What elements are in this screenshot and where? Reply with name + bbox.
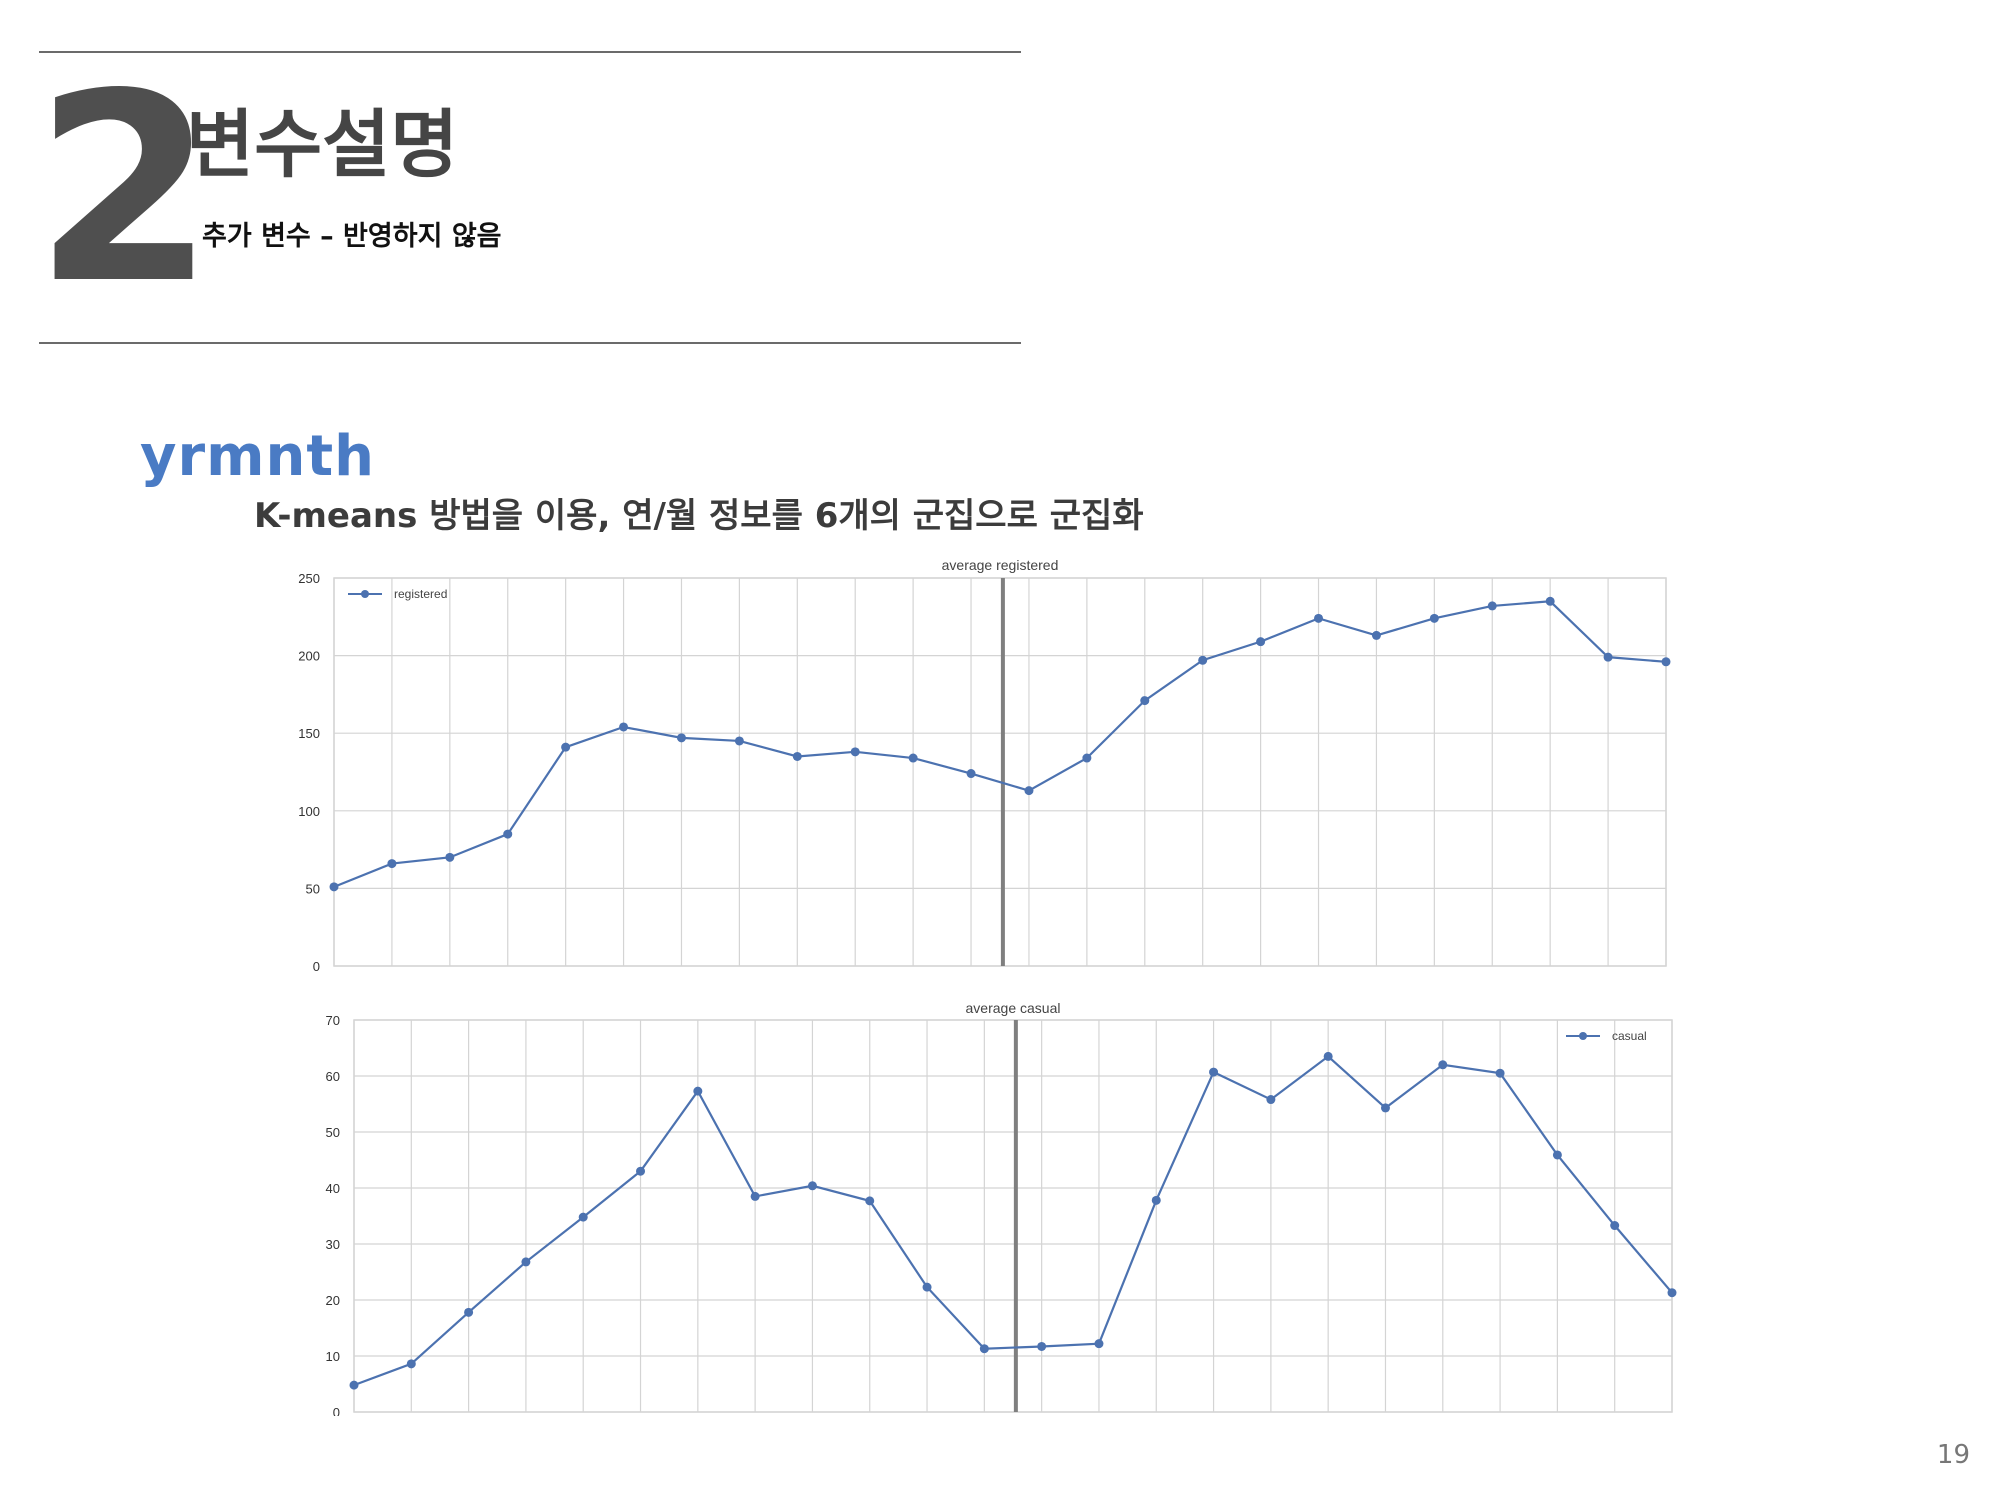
- registered-data-point: [1545, 596, 1555, 606]
- casual-data-point: [807, 1181, 817, 1191]
- bottom-rule: [39, 342, 1021, 344]
- registered-legend-marker: [361, 590, 369, 598]
- registered-series-line: [333, 600, 1667, 888]
- registered-data-point: [1429, 613, 1439, 623]
- registered-chart: 0 50 100 150 200 250 average registered registe…: [0, 552, 2000, 972]
- registered-ytick-label: 250: [298, 571, 320, 586]
- casual-data-point: [1667, 1288, 1677, 1298]
- variable-description: K-means 방법을 이용, 연/월 정보를 6개의 군집으로 군집화: [254, 496, 1144, 536]
- registered-data-point: [619, 722, 629, 732]
- casual-legend-label: casual: [1612, 1029, 1647, 1043]
- casual-data-point: [1037, 1341, 1047, 1351]
- casual-chart: 0 10 20 30 40 50 60 70 average casual casual: [0, 996, 2000, 1416]
- registered-data-point: [966, 769, 976, 779]
- casual-data-point: [922, 1282, 932, 1292]
- casual-ytick-label: 30: [326, 1237, 340, 1252]
- casual-data-point: [406, 1359, 416, 1369]
- registered-data-point: [1140, 696, 1150, 706]
- casual-data-point: [979, 1344, 989, 1354]
- variable-name: yrmnth: [140, 424, 375, 489]
- page-number: 19: [1936, 1440, 1970, 1470]
- casual-data-point: [1552, 1150, 1562, 1160]
- casual-data-point: [1438, 1060, 1448, 1070]
- casual-data-point: [693, 1086, 703, 1096]
- registered-chart-svg: 0 50 100 150 200 250 average registered registe…: [298, 557, 1671, 972]
- registered-ytick-label: 50: [306, 881, 320, 896]
- registered-data-point: [1371, 630, 1381, 640]
- registered-data-point: [445, 852, 455, 862]
- casual-data-point: [636, 1166, 646, 1176]
- casual-data-point: [578, 1212, 588, 1222]
- casual-ytick-label: 0: [333, 1405, 340, 1416]
- registered-data-point: [1314, 613, 1324, 623]
- registered-legend-label: registered: [394, 587, 447, 601]
- casual-ytick-label: 10: [326, 1349, 340, 1364]
- registered-data-point: [908, 753, 918, 763]
- casual-ytick-label: 60: [326, 1069, 340, 1084]
- registered-data-point: [503, 829, 513, 839]
- casual-plot-area: [353, 1019, 1673, 1413]
- registered-data-point: [1256, 637, 1266, 647]
- casual-legend-marker: [1579, 1032, 1587, 1040]
- casual-series-line: [353, 1054, 1673, 1387]
- registered-data-point: [329, 882, 339, 892]
- page-subtitle: 추가 변수 – 반영하지 않음: [202, 221, 502, 252]
- casual-ytick-label: 70: [326, 1013, 340, 1028]
- casual-data-point: [1151, 1195, 1161, 1205]
- registered-ytick-label: 200: [298, 649, 320, 664]
- registered-plot-area: [333, 577, 1667, 967]
- casual-data-point: [750, 1191, 760, 1201]
- registered-data-point: [792, 751, 802, 761]
- registered-data-point: [561, 742, 571, 752]
- casual-data-point: [1209, 1067, 1219, 1077]
- casual-chart-title: average casual: [966, 1000, 1061, 1016]
- casual-data-point: [1094, 1339, 1104, 1349]
- registered-data-point: [1661, 657, 1671, 667]
- casual-data-point: [1323, 1051, 1333, 1061]
- casual-data-point: [865, 1196, 875, 1206]
- casual-ytick-label: 20: [326, 1293, 340, 1308]
- casual-ytick-label: 50: [326, 1125, 340, 1140]
- page-title: 변수설명: [186, 102, 459, 188]
- registered-data-point: [1082, 753, 1092, 763]
- casual-data-point: [1380, 1103, 1390, 1113]
- registered-data-point: [1603, 652, 1613, 662]
- casual-ytick-label: 40: [326, 1181, 340, 1196]
- casual-data-point: [1610, 1221, 1620, 1231]
- casual-data-point: [349, 1380, 359, 1390]
- registered-data-point: [387, 859, 397, 869]
- registered-ytick-label: 0: [313, 959, 320, 972]
- registered-data-point: [734, 736, 744, 746]
- casual-data-point: [464, 1307, 474, 1317]
- casual-data-point: [1266, 1095, 1276, 1105]
- section-number: 2: [34, 39, 215, 341]
- registered-chart-title: average registered: [942, 557, 1059, 573]
- registered-data-point: [1198, 655, 1208, 665]
- registered-data-point: [1487, 601, 1497, 611]
- casual-data-point: [1495, 1068, 1505, 1078]
- registered-data-point: [850, 747, 860, 757]
- casual-chart-svg: 0 10 20 30 40 50 60 70 average casual casual: [326, 1000, 1677, 1416]
- registered-data-point: [676, 733, 686, 743]
- top-rule: [39, 51, 1021, 53]
- casual-data-point: [521, 1257, 531, 1267]
- registered-ytick-label: 150: [298, 726, 320, 741]
- registered-data-point: [1024, 786, 1034, 796]
- registered-ytick-label: 100: [298, 804, 320, 819]
